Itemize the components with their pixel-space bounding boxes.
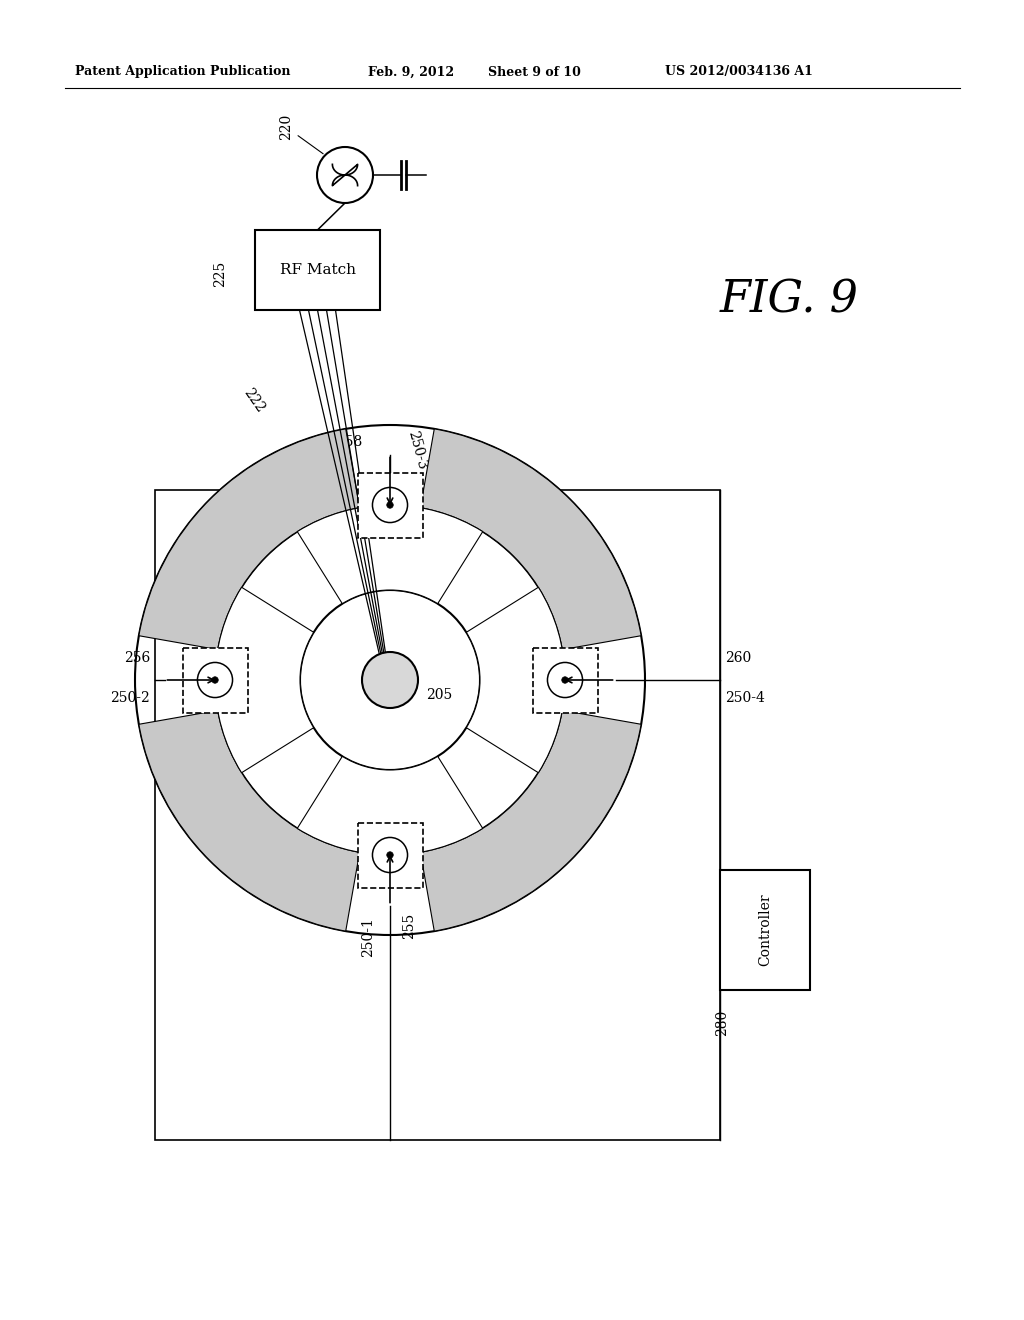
Text: 256: 256 — [124, 651, 150, 665]
Circle shape — [362, 652, 418, 708]
Bar — [532, 648, 597, 713]
Text: Patent Application Publication: Patent Application Publication — [75, 66, 291, 78]
Text: 250-2: 250-2 — [111, 690, 150, 705]
Bar — [182, 648, 248, 713]
Text: 250-1: 250-1 — [361, 917, 375, 957]
Text: RF Match: RF Match — [280, 263, 355, 277]
Text: 255: 255 — [402, 912, 416, 939]
Text: US 2012/0034136 A1: US 2012/0034136 A1 — [665, 66, 813, 78]
Bar — [357, 473, 423, 537]
Circle shape — [387, 502, 393, 508]
Text: 250-4: 250-4 — [725, 690, 765, 705]
Wedge shape — [297, 756, 482, 855]
Text: 222: 222 — [241, 385, 267, 414]
Bar — [720, 870, 810, 990]
Wedge shape — [421, 429, 641, 649]
Circle shape — [212, 677, 218, 684]
Bar — [155, 490, 720, 1140]
Wedge shape — [139, 429, 359, 649]
Text: 280: 280 — [715, 1010, 729, 1036]
Text: 260: 260 — [725, 651, 752, 665]
Text: Sheet 9 of 10: Sheet 9 of 10 — [488, 66, 581, 78]
Text: 220: 220 — [279, 114, 324, 153]
Bar — [255, 230, 380, 310]
Text: FIG. 9: FIG. 9 — [720, 279, 859, 322]
Wedge shape — [466, 587, 565, 772]
Text: 205: 205 — [426, 688, 453, 702]
Wedge shape — [297, 506, 482, 603]
Circle shape — [562, 677, 568, 684]
Text: 250-3: 250-3 — [406, 429, 429, 471]
Text: 258: 258 — [336, 436, 362, 450]
Text: Feb. 9, 2012: Feb. 9, 2012 — [368, 66, 454, 78]
Bar — [357, 822, 423, 887]
Circle shape — [317, 147, 373, 203]
Text: Controller: Controller — [758, 894, 772, 966]
Wedge shape — [215, 587, 313, 772]
Circle shape — [387, 851, 393, 858]
Text: 225: 225 — [213, 261, 227, 288]
Wedge shape — [139, 710, 359, 931]
Wedge shape — [421, 710, 641, 931]
